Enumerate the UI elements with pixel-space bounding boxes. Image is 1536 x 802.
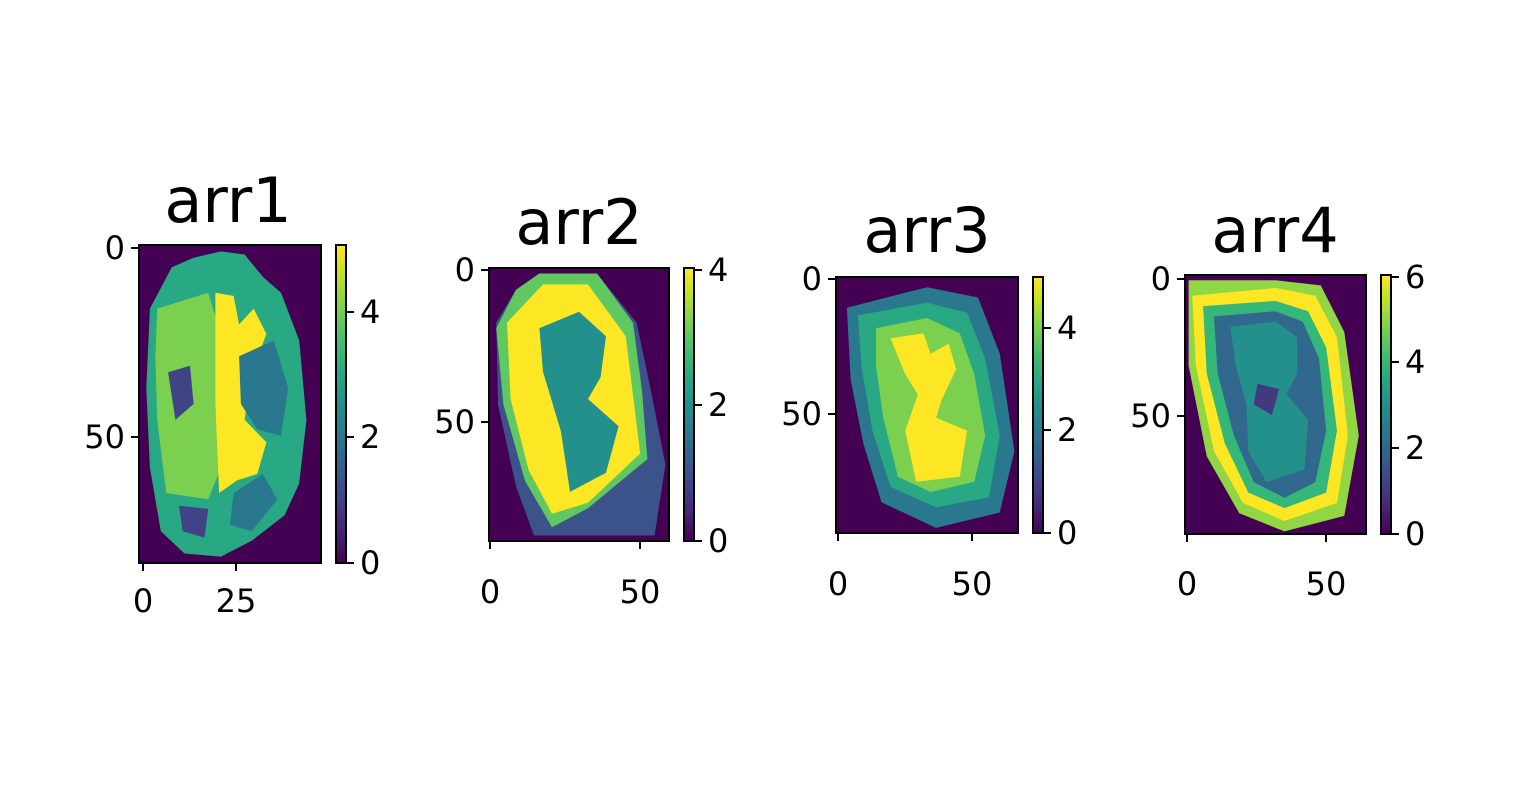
- colorbar-tick-label: 2: [360, 418, 380, 456]
- x-tick-label: 0: [1177, 565, 1197, 603]
- colorbar: [335, 244, 347, 564]
- panel-title: arr1: [164, 164, 291, 237]
- y-tick-label: 50: [434, 403, 475, 441]
- colorbar-tick-label: 4: [1405, 343, 1425, 381]
- region-inner-patches: [239, 340, 289, 436]
- x-tick-label: 50: [620, 573, 661, 611]
- x-tick-label: 0: [828, 565, 848, 603]
- y-tick-label: 50: [1130, 397, 1171, 435]
- heatmap-image: [846, 287, 1015, 528]
- region-center-notch: [1253, 383, 1280, 415]
- colorbar-tick-label: 0: [708, 522, 728, 560]
- heatmap-image: [146, 251, 307, 557]
- panel-title: arr3: [863, 194, 990, 267]
- panel-arr1: arr1 0 25 0 50 0 2 4: [84, 164, 380, 620]
- x-tick-label: 50: [1306, 565, 1347, 603]
- y-tick-label: 0: [105, 229, 125, 267]
- y-tick-label: 0: [802, 260, 822, 298]
- x-tick-label: 50: [952, 565, 993, 603]
- colorbar-tick-label: 6: [1405, 258, 1425, 296]
- panel-title: arr4: [1211, 194, 1338, 267]
- region-notch-spots: [179, 505, 209, 538]
- heatmap-image: [496, 273, 666, 536]
- panel-title: arr2: [515, 186, 642, 259]
- colorbar: [1380, 274, 1392, 535]
- colorbar-tick-label: 0: [1057, 514, 1077, 552]
- colorbar: [1032, 276, 1044, 534]
- region-inner-patches: [230, 474, 278, 532]
- y-tick-label: 50: [781, 395, 822, 433]
- y-tick-label: 0: [1151, 260, 1171, 298]
- panel-arr4: arr4 0 50 0 50 0 2 4 6: [1130, 194, 1425, 603]
- panel-arr2: arr2 0 50 0 50 0 2 4: [434, 186, 728, 611]
- axes-frame: [138, 244, 322, 564]
- heatmap-image: [1188, 280, 1359, 532]
- axes-frame: [835, 276, 1019, 534]
- y-tick-label: 50: [84, 418, 125, 456]
- region-notch-spots: [168, 365, 194, 420]
- axes-frame: [488, 267, 670, 542]
- colorbar: [683, 267, 695, 542]
- colorbar-tick-label: 0: [1405, 515, 1425, 553]
- x-tick-label: 0: [480, 573, 500, 611]
- x-tick-label: 0: [133, 582, 153, 620]
- colorbar-tick-label: 4: [708, 251, 728, 289]
- colorbar-tick-label: 2: [708, 386, 728, 424]
- panel-arr3: arr3 0 50 0 50 0 2 4: [781, 194, 1077, 603]
- x-tick-label: 25: [216, 582, 257, 620]
- region-core: [890, 333, 967, 482]
- axes-frame: [1184, 274, 1367, 535]
- colorbar-tick-label: 2: [1057, 411, 1077, 449]
- colorbar-tick-label: 4: [360, 293, 380, 331]
- colorbar-tick-label: 4: [1057, 309, 1077, 347]
- region-core: [539, 311, 619, 492]
- colorbar-tick-label: 0: [360, 544, 380, 582]
- colorbar-tick-label: 2: [1405, 429, 1425, 467]
- y-tick-label: 0: [455, 251, 475, 289]
